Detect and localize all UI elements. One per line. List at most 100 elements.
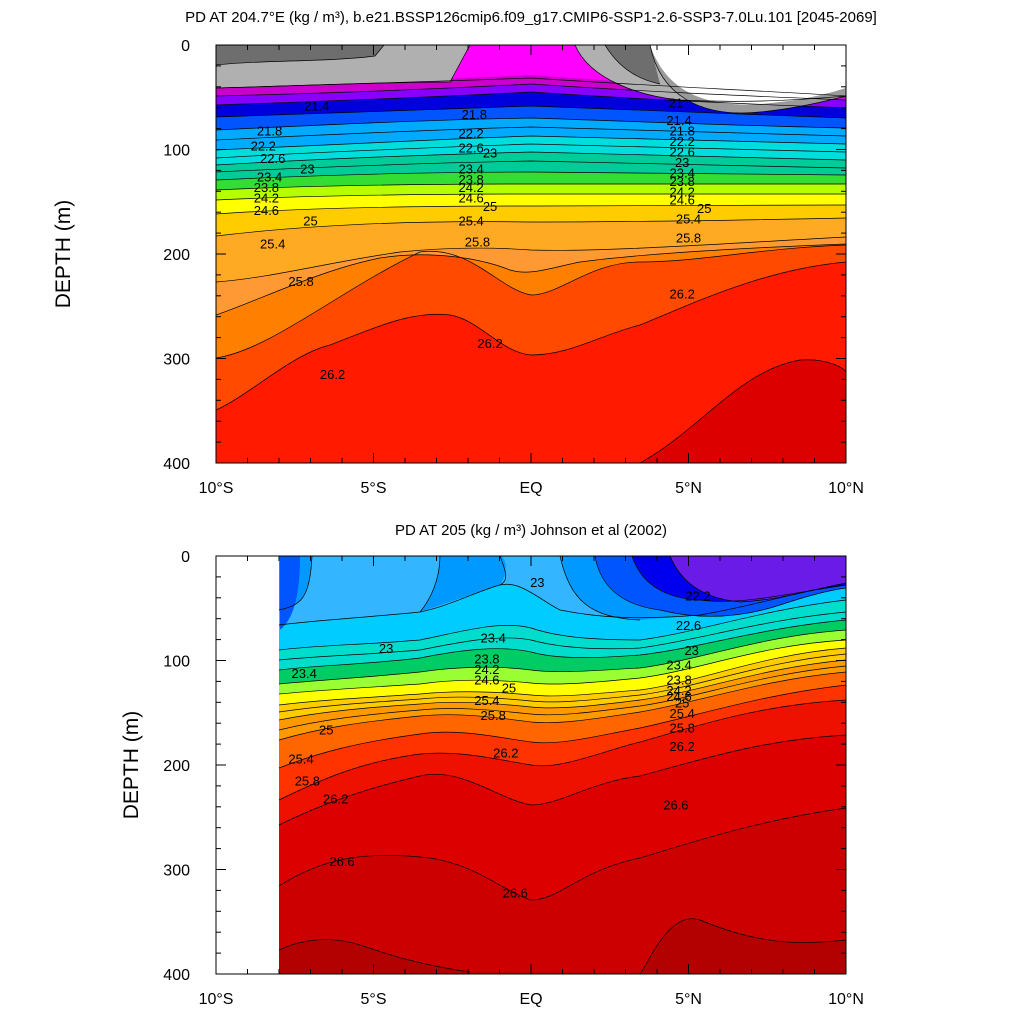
top-contour-label: 24.2 (670, 184, 695, 199)
top-panel-title: PD AT 204.7°E (kg / m³), b.e21.BSSP126cm… (185, 9, 877, 26)
top-contour-label: 23.8 (458, 172, 483, 187)
bottom-contour-label: 26.2 (493, 745, 518, 760)
bottom-y-tick-label: 200 (163, 758, 190, 775)
top-contour-label: 22.6 (458, 140, 483, 155)
top-contour-label: 26.2 (477, 336, 502, 351)
bottom-contour-label: 23.8 (666, 672, 691, 687)
top-contour-label: 25.8 (465, 234, 490, 249)
top-y-axis-title: DEPTH (m) (52, 200, 75, 309)
bottom-contour-label: 24.2 (666, 683, 691, 698)
top-y-tick-label: 400 (163, 456, 190, 473)
top-contour-label: 23.4 (670, 165, 695, 180)
top-contour-label: 23 (483, 146, 497, 161)
top-y-tick-label: 0 (181, 38, 190, 55)
top-contour-label: 24.2 (458, 180, 483, 195)
top-contour-lines (216, 45, 846, 463)
top-contour-label: 23.4 (458, 161, 483, 176)
bottom-y-axis-title: DEPTH (m) (120, 711, 143, 820)
bottom-contour-label: 25 (675, 695, 689, 710)
top-contour-label: 25 (303, 214, 317, 229)
bottom-contour-label: 26.6 (329, 854, 354, 869)
top-contour-label: 24.6 (458, 191, 483, 206)
top-contour-label: 26.2 (670, 287, 695, 302)
top-x-tick-label: EQ (519, 480, 542, 497)
bottom-contour-label: 25.8 (481, 708, 506, 723)
bottom-x-tick-label: 5°N (675, 991, 702, 1008)
top-contour-label: 21.8 (257, 124, 282, 139)
bottom-contour-label: 25.4 (474, 693, 499, 708)
bottom-contour-label: 22.6 (676, 618, 701, 633)
top-panel: PD AT 204.7°E (kg / m³), b.e21.BSSP126cm… (52, 9, 877, 497)
top-band-deep-dark (640, 359, 846, 463)
bottom-band-20-6 (670, 556, 846, 602)
bottom-contour-label: 23 (379, 641, 393, 656)
top-y-tick-label: 200 (163, 247, 190, 264)
bottom-contour-field (216, 556, 846, 974)
bottom-contour-label: 23 (530, 575, 544, 590)
top-contour-label: 25.4 (458, 214, 483, 229)
top-x-tick-label: 10°N (828, 480, 864, 497)
bottom-contour-label: 26.6 (503, 885, 528, 900)
bottom-contour-label: 25.4 (288, 752, 313, 767)
bottom-band-deep (279, 918, 846, 974)
top-contour-label: 21.8 (670, 124, 695, 139)
top-contour-label: 24.6 (670, 193, 695, 208)
top-contour-label: 25.8 (676, 230, 701, 245)
bottom-contour-label: 26.2 (323, 791, 348, 806)
top-contour-label: 26.2 (320, 367, 345, 382)
top-contour-label: 24.2 (254, 191, 279, 206)
top-contour-label: 21.8 (462, 107, 487, 122)
top-contour-label: 22.2 (251, 138, 276, 153)
bottom-contour-lines (278, 556, 846, 974)
bottom-contour-label: 25.8 (670, 720, 695, 735)
top-contour-label: 21 (669, 95, 683, 110)
top-y-tick-label: 100 (163, 143, 190, 160)
bottom-contour-label: 23.4 (666, 658, 691, 673)
bottom-contour-label: 26.6 (663, 798, 688, 813)
top-contour-label: 25 (697, 201, 711, 216)
top-contour-label: 22.6 (260, 151, 285, 166)
top-contour-label: 21.4 (304, 99, 329, 114)
top-band-surface-white (650, 45, 846, 113)
bottom-contour-label: 23.4 (292, 666, 317, 681)
top-contour-label: 23 (675, 155, 689, 170)
top-ticks: 10°S 5°S EQ 5°N 10°N 0 100 200 300 400 (163, 38, 864, 497)
bottom-contour-label: 22.2 (685, 589, 710, 604)
top-band-surface-gray-dark (216, 45, 660, 84)
top-x-tick-label: 5°N (675, 480, 702, 497)
top-contour-label: 25.8 (288, 274, 313, 289)
bottom-y-tick-label: 0 (181, 549, 190, 566)
bottom-x-tick-label: 10°S (199, 991, 234, 1008)
top-contour-label: 21.4 (666, 113, 691, 128)
top-contour-label: 25 (483, 199, 497, 214)
bottom-x-tick-label: 10°N (828, 991, 864, 1008)
top-contour-label: 25.4 (676, 211, 701, 226)
bottom-panel: PD AT 205 (kg / m³) Johnson et al (2002) (120, 522, 864, 1008)
bottom-contour-label: 26.2 (670, 739, 695, 754)
bottom-y-tick-label: 100 (163, 654, 190, 671)
bottom-contour-label: 25 (319, 722, 333, 737)
bottom-contour-label: 23.8 (474, 651, 499, 666)
top-contour-label: 22.6 (670, 145, 695, 160)
bottom-contour-label: 24.6 (666, 689, 691, 704)
bottom-ticks: 10°S 5°S EQ 5°N 10°N 0 100 200 300 400 (163, 549, 864, 1008)
top-contour-label: 22.2 (670, 134, 695, 149)
bottom-x-tick-label: 5°S (361, 991, 387, 1008)
top-contour-label: 23 (300, 161, 314, 176)
bottom-contour-label: 25.8 (295, 774, 320, 789)
bottom-y-tick-label: 300 (163, 863, 190, 880)
bottom-x-tick-label: EQ (519, 991, 542, 1008)
top-contour-label: 23.8 (254, 180, 279, 195)
top-contour-label: 24.6 (254, 203, 279, 218)
bottom-panel-title: PD AT 205 (kg / m³) Johnson et al (2002) (395, 522, 667, 539)
top-contour-field (216, 45, 846, 463)
bottom-contour-label: 24.2 (474, 662, 499, 677)
top-contour-label: 22.2 (458, 126, 483, 141)
top-contour-label: 23.4 (257, 170, 282, 185)
top-contour-labels: 21.421.822.222.62323.423.824.224.62525.4… (251, 95, 712, 382)
bottom-y-tick-label: 400 (163, 967, 190, 984)
bottom-contour-label: 25 (502, 681, 516, 696)
bottom-contour-label: 23.4 (481, 631, 506, 646)
top-x-tick-label: 10°S (199, 480, 234, 497)
